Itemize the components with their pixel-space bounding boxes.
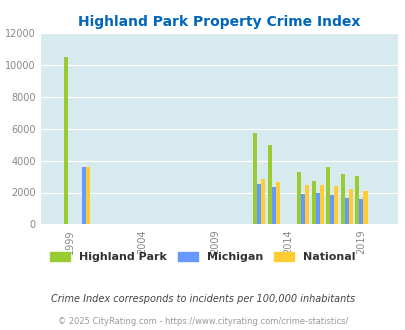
Bar	[344, 198, 348, 224]
Bar	[296, 172, 301, 224]
Bar	[319, 185, 323, 224]
Bar	[329, 195, 333, 224]
Bar	[348, 189, 352, 224]
Bar	[257, 184, 261, 224]
Legend: Highland Park, Michigan, National: Highland Park, Michigan, National	[46, 248, 359, 267]
Bar	[275, 182, 279, 224]
Bar	[354, 176, 358, 224]
Text: © 2025 CityRating.com - https://www.cityrating.com/crime-statistics/: © 2025 CityRating.com - https://www.city…	[58, 317, 347, 326]
Bar	[358, 199, 362, 224]
Title: Highland Park Property Crime Index: Highland Park Property Crime Index	[78, 15, 360, 29]
Bar	[253, 133, 257, 224]
Bar	[325, 167, 329, 224]
Bar	[340, 174, 344, 224]
Bar	[64, 57, 68, 224]
Bar	[82, 167, 86, 224]
Text: Crime Index corresponds to incidents per 100,000 inhabitants: Crime Index corresponds to incidents per…	[51, 294, 354, 304]
Bar	[315, 193, 319, 224]
Bar	[86, 167, 90, 224]
Bar	[362, 191, 367, 224]
Bar	[267, 146, 271, 224]
Bar	[271, 186, 275, 224]
Bar	[261, 179, 265, 224]
Bar	[305, 185, 309, 224]
Bar	[301, 194, 305, 224]
Bar	[311, 181, 315, 224]
Bar	[333, 186, 337, 224]
